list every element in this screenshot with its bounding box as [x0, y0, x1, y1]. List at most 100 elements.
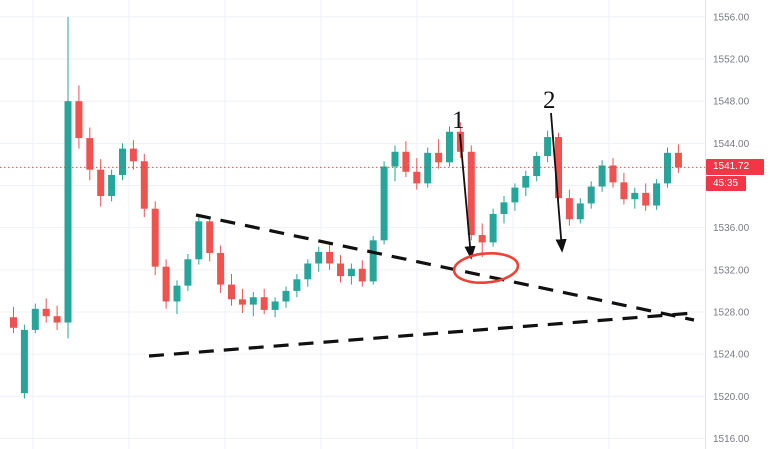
candle-body — [53, 316, 61, 323]
candle-body — [555, 137, 562, 199]
candle-body — [522, 176, 530, 188]
candle-down — [467, 145, 475, 241]
candle-down — [260, 288, 268, 315]
candle-up — [293, 274, 301, 298]
candle-body — [315, 251, 323, 264]
candle-body — [478, 235, 486, 243]
candle-body — [598, 165, 606, 187]
candle-down — [326, 242, 334, 270]
candle-body — [304, 263, 312, 280]
candle-body — [228, 284, 235, 300]
price-axis-tick-label: 1532.00 — [713, 265, 750, 276]
candle-up — [282, 286, 290, 308]
candle-body — [151, 208, 159, 267]
candle-down — [42, 298, 50, 323]
candle-body — [413, 171, 421, 184]
candle-up — [511, 183, 519, 211]
candle-up — [249, 291, 257, 317]
candle-up — [446, 126, 453, 167]
candle-up — [664, 147, 671, 188]
candle-up — [587, 181, 595, 209]
candle-down — [75, 85, 83, 149]
candles-series — [10, 16, 682, 399]
candle-down — [140, 153, 148, 218]
candle-down — [151, 201, 159, 276]
candle-body — [108, 174, 116, 197]
candle-up — [424, 147, 432, 188]
candle-body — [609, 165, 617, 183]
candle-up — [173, 280, 181, 315]
candle-body — [20, 329, 28, 394]
candle-up — [653, 179, 661, 210]
candle-body — [31, 308, 39, 330]
candle-body — [391, 151, 399, 167]
candle-body — [500, 202, 508, 214]
candle-up — [347, 263, 355, 285]
candle-body — [75, 101, 83, 139]
candle-body — [347, 268, 355, 277]
candle-down — [162, 259, 170, 309]
candle-up — [544, 130, 552, 163]
candle-up — [391, 145, 399, 182]
candle-body — [206, 221, 214, 253]
candle-up — [304, 259, 312, 287]
candle-up — [489, 208, 497, 247]
text-annotation[interactable]: 2 — [543, 87, 556, 114]
candle-down — [565, 189, 573, 226]
candle-down — [402, 141, 410, 178]
arrow-drawing[interactable] — [550, 112, 567, 253]
candle-body — [358, 268, 366, 282]
candle-down — [206, 217, 214, 262]
candle-body — [587, 186, 595, 204]
candle-down — [555, 132, 562, 205]
price-axis-tick-label: 1548.00 — [713, 97, 750, 108]
candle-up — [64, 16, 72, 339]
price-axis-tick-label: 1536.00 — [713, 223, 750, 234]
ellipse-drawing[interactable] — [452, 251, 520, 285]
candle-up — [119, 143, 126, 181]
candle-down — [674, 144, 682, 173]
candle-body — [565, 198, 573, 220]
candle-body — [620, 182, 628, 200]
candle-body — [435, 152, 443, 163]
candle-down — [97, 159, 105, 207]
price-axis-tick-label: 1528.00 — [713, 307, 750, 318]
price-axis-background — [706, 0, 771, 449]
candle-down — [53, 305, 61, 330]
candle-body — [642, 192, 650, 206]
candle-body — [10, 317, 17, 328]
price-axis[interactable]: 1556.00 1552.00 1548.00 1544.00 1536.00 1532.… — [705, 0, 771, 449]
candle-down — [228, 274, 235, 306]
candle-body — [446, 131, 453, 163]
candle-body — [489, 213, 497, 243]
candle-body — [402, 151, 410, 172]
candle-up — [195, 213, 203, 265]
candle-body — [576, 203, 584, 220]
candle-up — [631, 187, 639, 209]
candle-up — [380, 161, 388, 245]
text-annotation[interactable]: 1 — [452, 107, 465, 134]
candle-down — [10, 306, 17, 334]
candle-body — [674, 152, 682, 168]
candle-body — [511, 187, 519, 203]
candle-body — [64, 101, 72, 323]
arrow-drawing[interactable] — [459, 133, 476, 260]
candle-up — [522, 170, 530, 197]
candle-down — [337, 255, 344, 283]
candle-body — [217, 252, 225, 285]
price-axis-tick-label: 1544.00 — [713, 139, 750, 150]
candle-down — [413, 158, 421, 190]
candle-body — [369, 240, 377, 282]
candle-body — [173, 285, 181, 302]
trendline-drawing[interactable] — [148, 311, 695, 358]
candle-body — [249, 297, 257, 305]
candle-down — [86, 127, 94, 181]
candle-down — [129, 140, 137, 170]
candle-up — [576, 198, 584, 224]
trendline-drawing[interactable] — [195, 213, 695, 322]
candle-down — [609, 158, 617, 188]
candle-body — [86, 138, 94, 170]
candle-body — [424, 152, 432, 184]
